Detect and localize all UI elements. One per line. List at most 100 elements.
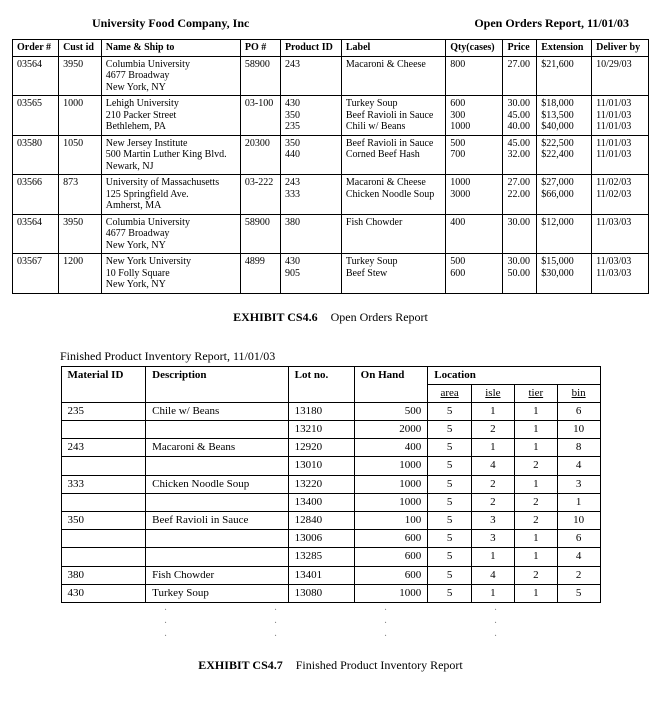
col-ext: Extension	[537, 40, 592, 57]
cell-isle: 3	[471, 530, 514, 548]
cell-area: 5	[428, 566, 472, 584]
cell-cust: 3950	[59, 214, 102, 254]
col-bin: bin	[557, 384, 600, 402]
exhibit-2-code: EXHIBIT CS4.7	[198, 658, 282, 672]
cell-area: 5	[428, 402, 472, 420]
table-row: 235Chile w/ Beans131805005116	[61, 402, 600, 420]
report-title: Open Orders Report, 11/01/03	[474, 16, 629, 31]
cell-pid: 243 333	[280, 175, 341, 215]
table-row: 03566873University of Massachusetts 125 …	[13, 175, 649, 215]
cell-onhand: 600	[354, 548, 428, 566]
cell-lot: 13401	[288, 566, 354, 584]
cell-label: Beef Ravioli in Sauce Corned Beef Hash	[341, 135, 445, 175]
cell-tier: 1	[514, 402, 557, 420]
cell-lot: 12920	[288, 439, 354, 457]
cell-mid: 380	[61, 566, 146, 584]
cell-onhand: 2000	[354, 421, 428, 439]
cell-po: 20300	[240, 135, 280, 175]
col-price: Price	[503, 40, 537, 57]
cell-del: 11/03/03 11/03/03	[592, 254, 649, 294]
col-onhand: On Hand	[354, 366, 428, 402]
cell-isle: 2	[471, 493, 514, 511]
cell-ext: $15,000 $30,000	[537, 254, 592, 294]
cell-label: Macaroni & Cheese	[341, 56, 445, 96]
exhibit-2-title: Finished Product Inventory Report	[296, 658, 463, 672]
cell-bin: 2	[557, 566, 600, 584]
cell-qty: 400	[446, 214, 503, 254]
cell-desc: Chicken Noodle Soup	[146, 475, 289, 493]
ellipsis-row: ····	[111, 631, 551, 642]
cell-qty: 800	[446, 56, 503, 96]
cell-lot: 13180	[288, 402, 354, 420]
col-isle: isle	[471, 384, 514, 402]
cell-order: 03564	[13, 214, 59, 254]
cell-ext: $18,000 $13,500 $40,000	[537, 96, 592, 136]
cell-cust: 873	[59, 175, 102, 215]
cell-bin: 6	[557, 402, 600, 420]
cell-mid: 235	[61, 402, 146, 420]
cell-ext: $27,000 $66,000	[537, 175, 592, 215]
cell-mid: 430	[61, 584, 146, 602]
cell-desc	[146, 421, 289, 439]
table-row: 350Beef Ravioli in Sauce1284010053210	[61, 512, 600, 530]
table-row: 430Turkey Soup1308010005115	[61, 584, 600, 602]
col-order: Order #	[13, 40, 59, 57]
table-row: 035651000Lehigh University 210 Packer St…	[13, 96, 649, 136]
table-row: 1301010005424	[61, 457, 600, 475]
cell-lot: 13220	[288, 475, 354, 493]
inventory-report-title: Finished Product Inventory Report, 11/01…	[60, 349, 649, 364]
col-productid: Product ID	[280, 40, 341, 57]
cell-tier: 2	[514, 457, 557, 475]
cell-mid	[61, 421, 146, 439]
cell-lot: 12840	[288, 512, 354, 530]
cell-area: 5	[428, 475, 472, 493]
cell-desc: Fish Chowder	[146, 566, 289, 584]
cell-onhand: 100	[354, 512, 428, 530]
cell-mid: 243	[61, 439, 146, 457]
exhibit-1: EXHIBIT CS4.6 Open Orders Report	[12, 310, 649, 325]
cell-desc	[146, 548, 289, 566]
col-location: Location	[428, 366, 600, 384]
cell-del: 11/01/03 11/01/03	[592, 135, 649, 175]
col-po: PO #	[240, 40, 280, 57]
cell-label: Macaroni & Cheese Chicken Noodle Soup	[341, 175, 445, 215]
cell-bin: 4	[557, 457, 600, 475]
col-lotno: Lot no.	[288, 366, 354, 402]
table-row: 130066005316	[61, 530, 600, 548]
col-shipto: Name & Ship to	[101, 40, 240, 57]
cell-order: 03566	[13, 175, 59, 215]
cell-lot: 13006	[288, 530, 354, 548]
cell-ship: New Jersey Institute 500 Martin Luther K…	[101, 135, 240, 175]
cell-pid: 350 440	[280, 135, 341, 175]
cell-price: 45.00 32.00	[503, 135, 537, 175]
cell-tier: 2	[514, 566, 557, 584]
cell-isle: 1	[471, 402, 514, 420]
col-deliver: Deliver by	[592, 40, 649, 57]
cell-price: 27.00 22.00	[503, 175, 537, 215]
cell-desc: Beef Ravioli in Sauce	[146, 512, 289, 530]
cell-isle: 3	[471, 512, 514, 530]
table-row: 035643950Columbia University 4677 Broadw…	[13, 214, 649, 254]
cell-qty: 500 700	[446, 135, 503, 175]
cell-po: 58900	[240, 56, 280, 96]
cell-tier: 2	[514, 512, 557, 530]
cell-area: 5	[428, 548, 472, 566]
col-qty: Qty(cases)	[446, 40, 503, 57]
cell-price: 30.00 45.00 40.00	[503, 96, 537, 136]
cell-order: 03565	[13, 96, 59, 136]
cell-qty: 1000 3000	[446, 175, 503, 215]
col-material-id: Material ID	[61, 366, 146, 402]
table-row: 035671200New York University 10 Folly Sq…	[13, 254, 649, 294]
col-tier: tier	[514, 384, 557, 402]
cell-tier: 1	[514, 584, 557, 602]
cell-price: 27.00	[503, 56, 537, 96]
cell-po: 03-222	[240, 175, 280, 215]
cell-ship: Columbia University 4677 Broadway New Yo…	[101, 56, 240, 96]
cell-tier: 1	[514, 530, 557, 548]
cell-cust: 1200	[59, 254, 102, 294]
cell-ship: University of Massachusetts 125 Springfi…	[101, 175, 240, 215]
ellipsis-row: ····	[111, 605, 551, 616]
cell-onhand: 1000	[354, 584, 428, 602]
cell-isle: 1	[471, 439, 514, 457]
cell-order: 03564	[13, 56, 59, 96]
